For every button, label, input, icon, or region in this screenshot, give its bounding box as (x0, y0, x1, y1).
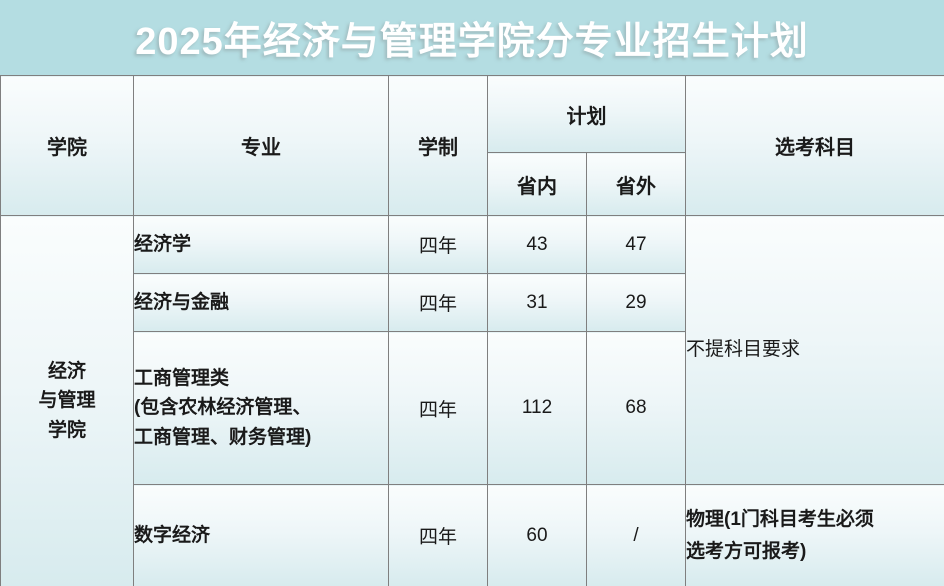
duration-cell: 四年 (388, 331, 488, 485)
out-province-cell: / (586, 484, 686, 586)
header-major: 专业 (133, 75, 389, 216)
out-province-cell: 29 (586, 273, 686, 332)
table-row: 数字经济 四年 60 / 物理(1门科目考生必须 选考方可报考) (1, 484, 944, 586)
subjects-physics-cell: 物理(1门科目考生必须 选考方可报考) (685, 484, 944, 586)
table-row: 经济 与管理 学院 经济学 四年 43 47 不提科目要求 (0, 215, 944, 586)
header-row-top: 学院 专业 学制 计划 选考科目 (0, 75, 944, 216)
in-province-cell: 31 (487, 273, 587, 332)
major-cell: 经济与金融 (133, 273, 389, 332)
page-title: 2025年经济与管理学院分专业招生计划 (135, 21, 809, 63)
duration-cell: 四年 (388, 215, 488, 274)
major-cell: 数字经济 (133, 484, 389, 586)
subjects-no-requirement-cell: 不提科目要求 (685, 215, 944, 485)
header-college: 学院 (0, 75, 134, 216)
enrollment-table: 学院 专业 学制 计划 选考科目 省内 省外 经济 与管理 学院 经济学 四年 … (0, 75, 944, 586)
duration-cell: 四年 (388, 484, 488, 586)
major-cell: 经济学 (133, 215, 389, 274)
college-name-cell: 经济 与管理 学院 (0, 215, 134, 586)
header-row-sub: 省内 省外 (1, 152, 944, 216)
in-province-cell: 112 (487, 331, 587, 485)
in-province-cell: 43 (487, 215, 587, 274)
table-row: 经济与金融 四年 31 29 (1, 273, 944, 332)
header-out-province: 省外 (586, 152, 686, 216)
title-bar: 2025年经济与管理学院分专业招生计划 (0, 0, 944, 75)
header-duration: 学制 (388, 75, 488, 216)
duration-cell: 四年 (388, 273, 488, 332)
in-province-cell: 60 (487, 484, 587, 586)
table-row: 工商管理类 (包含农林经济管理、 工商管理、财务管理) 四年 112 68 (1, 331, 944, 485)
out-province-cell: 47 (586, 215, 686, 274)
header-subjects: 选考科目 (685, 75, 944, 216)
header-in-province: 省内 (487, 152, 587, 216)
header-plan: 计划 (487, 75, 686, 153)
out-province-cell: 68 (586, 331, 686, 485)
major-cell: 工商管理类 (包含农林经济管理、 工商管理、财务管理) (133, 331, 389, 485)
